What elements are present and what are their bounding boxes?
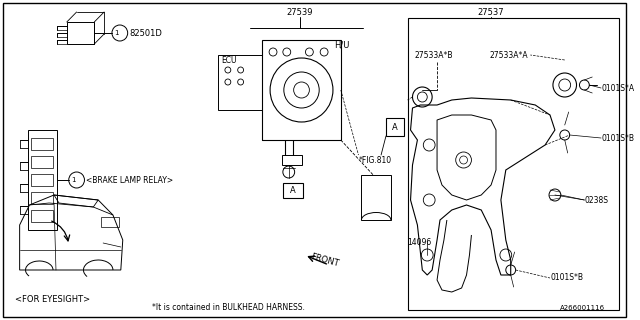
Bar <box>31 192 53 204</box>
Text: 1: 1 <box>115 30 119 36</box>
Bar <box>218 55 262 110</box>
Text: 0238S: 0238S <box>584 196 609 204</box>
Bar <box>31 210 53 222</box>
Text: 82501D: 82501D <box>130 28 163 37</box>
Text: A: A <box>392 123 397 132</box>
Bar <box>28 130 57 230</box>
Bar <box>31 156 53 168</box>
Text: <FOR EYESIGHT>: <FOR EYESIGHT> <box>15 295 90 305</box>
Text: *FIG.810: *FIG.810 <box>358 156 392 164</box>
Bar <box>31 138 53 150</box>
Text: 1: 1 <box>72 177 76 183</box>
Bar <box>408 18 619 310</box>
Bar <box>31 174 53 186</box>
Text: 27539: 27539 <box>286 7 313 17</box>
Text: A: A <box>290 186 296 195</box>
Bar <box>283 183 303 198</box>
Bar <box>67 22 94 44</box>
Text: H/U: H/U <box>334 41 349 50</box>
Text: 0101S*A: 0101S*A <box>601 84 634 92</box>
Text: *It is contained in BULKHEAD HARNESS.: *It is contained in BULKHEAD HARNESS. <box>152 303 305 313</box>
Text: 0101S*B: 0101S*B <box>550 274 583 283</box>
Text: 27537: 27537 <box>478 7 504 17</box>
Text: <BRAKE LAMP RELAY>: <BRAKE LAMP RELAY> <box>86 175 173 185</box>
Text: ECU: ECU <box>221 55 237 65</box>
Text: 27533A*A: 27533A*A <box>489 51 528 60</box>
Text: 27533A*B: 27533A*B <box>415 51 453 60</box>
Text: 14096: 14096 <box>408 237 432 246</box>
Bar <box>262 40 341 140</box>
Text: FRONT: FRONT <box>309 252 339 268</box>
Text: A266001116: A266001116 <box>560 305 605 311</box>
Bar <box>386 118 404 136</box>
Bar <box>362 175 391 220</box>
Bar <box>101 217 119 227</box>
Bar <box>282 155 301 165</box>
Text: 0101S*B: 0101S*B <box>601 133 634 142</box>
